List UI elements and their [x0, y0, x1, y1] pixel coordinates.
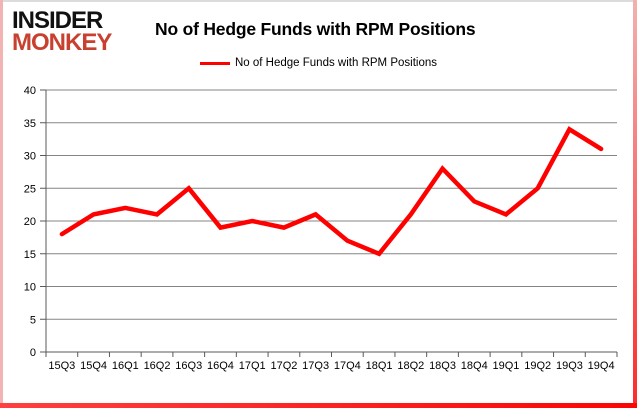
svg-text:19Q1: 19Q1	[493, 360, 520, 372]
axes-group	[40, 89, 618, 357]
axis-labels-group: 0 5 10 15 20 25 30 35 40 15Q3 15Q4 16Q1 16Q2 16Q3 16Q4…	[24, 85, 615, 372]
svg-text:30: 30	[24, 151, 36, 163]
svg-text:18Q4: 18Q4	[461, 360, 488, 372]
svg-text:17Q3: 17Q3	[302, 360, 329, 372]
svg-text:16Q1: 16Q1	[112, 360, 139, 372]
svg-text:35: 35	[24, 118, 36, 130]
svg-text:16Q3: 16Q3	[175, 360, 202, 372]
insider-monkey-logo: INSIDER MONKEY	[12, 7, 112, 57]
svg-text:17Q1: 17Q1	[239, 360, 266, 372]
logo-text-monkey: MONKEY	[12, 29, 112, 57]
svg-text:18Q1: 18Q1	[366, 360, 393, 372]
svg-text:0: 0	[30, 347, 36, 359]
svg-text:17Q4: 17Q4	[334, 360, 361, 372]
svg-text:16Q2: 16Q2	[144, 360, 171, 372]
svg-text:18Q3: 18Q3	[429, 360, 456, 372]
svg-text:40: 40	[24, 85, 36, 97]
svg-text:20: 20	[24, 216, 36, 228]
svg-text:5: 5	[30, 314, 36, 326]
series-line	[59, 126, 604, 257]
svg-text:19Q2: 19Q2	[524, 360, 551, 372]
logo-text-insider: INSIDER	[12, 7, 103, 34]
svg-text:18Q2: 18Q2	[397, 360, 424, 372]
svg-text:16Q4: 16Q4	[207, 360, 234, 372]
svg-text:19Q4: 19Q4	[588, 360, 615, 372]
svg-text:15Q3: 15Q3	[48, 360, 75, 372]
gridlines-group	[46, 89, 617, 320]
chart-legend: No of Hedge Funds with RPM Positions	[0, 57, 637, 69]
svg-text:25: 25	[24, 183, 36, 195]
legend-line-marker	[200, 61, 230, 65]
svg-text:19Q3: 19Q3	[556, 360, 583, 372]
chart-title: No of Hedge Funds with RPM Positions	[155, 19, 476, 39]
svg-text:15Q4: 15Q4	[80, 360, 107, 372]
svg-text:15: 15	[24, 249, 36, 261]
svg-text:10: 10	[24, 282, 36, 294]
legend-label: No of Hedge Funds with RPM Positions	[235, 57, 437, 69]
svg-text:17Q2: 17Q2	[270, 360, 297, 372]
